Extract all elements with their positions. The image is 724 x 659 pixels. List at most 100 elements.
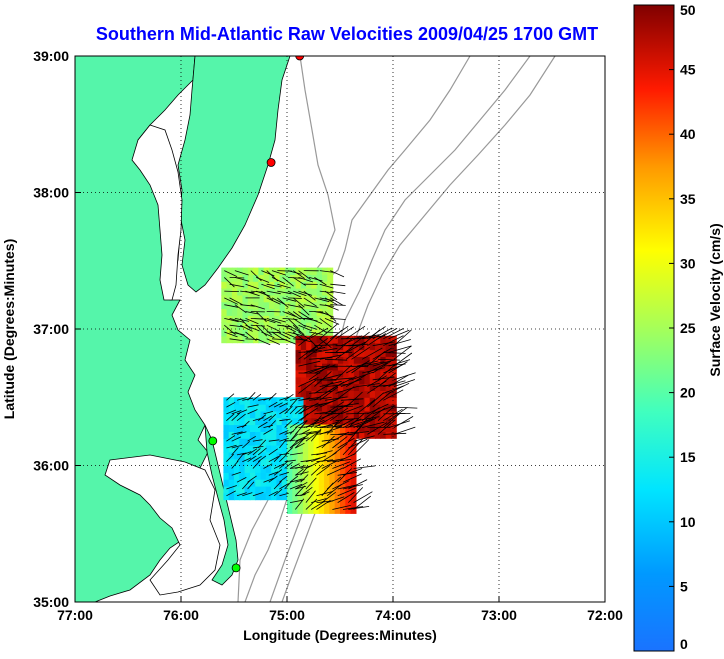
- velocity-cell: [364, 356, 371, 364]
- velocity-cell: [239, 479, 246, 487]
- velocity-arrow: [261, 283, 275, 290]
- velocity-cell: [263, 329, 270, 337]
- velocity-cell: [318, 431, 325, 439]
- velocity-cell: [390, 342, 397, 351]
- velocity-cell: [324, 458, 330, 467]
- velocity-cell: [340, 506, 346, 514]
- velocity-arrow: [353, 465, 376, 469]
- velocity-cell: [237, 315, 244, 323]
- velocity-cell: [247, 281, 254, 289]
- velocity-arrow: [351, 371, 374, 381]
- velocity-cell: [308, 438, 315, 446]
- velocity-cell: [359, 404, 365, 412]
- velocity-arrow: [314, 297, 330, 303]
- velocity-arrow: [229, 283, 245, 288]
- velocity-cell: [308, 445, 315, 453]
- velocity-cell: [237, 294, 244, 303]
- velocity-cell: [327, 397, 334, 405]
- velocity-arrow: [330, 377, 354, 381]
- velocity-cell: [300, 294, 307, 303]
- velocity-arrow: [279, 492, 289, 497]
- outer-banks: [204, 424, 239, 586]
- velocity-cell: [284, 329, 291, 337]
- velocity-cell: [316, 410, 323, 419]
- y-tick-label: 37:00: [33, 321, 69, 337]
- velocity-cell: [239, 404, 246, 412]
- velocity-cell: [340, 458, 346, 467]
- velocity-arrow: [226, 413, 235, 421]
- velocity-arrow: [289, 478, 303, 483]
- velocity-cell: [334, 445, 341, 453]
- velocity-cell: [329, 465, 336, 473]
- velocity-cell: [311, 410, 318, 419]
- velocity-arrow: [362, 421, 385, 428]
- velocity-arrow: [303, 402, 327, 408]
- velocity-cell: [390, 335, 397, 344]
- velocity-cell: [274, 294, 281, 303]
- velocity-arrow: [295, 485, 305, 497]
- velocity-cell: [244, 492, 251, 501]
- velocity-arrow: [337, 437, 355, 449]
- velocity-cell: [308, 465, 315, 473]
- velocity-cell: [329, 431, 336, 439]
- velocity-cell: [306, 410, 312, 419]
- velocity-cell: [300, 356, 307, 364]
- velocity-arrow: [321, 435, 335, 449]
- velocity-cell: [287, 417, 293, 426]
- velocity-cell: [234, 486, 240, 494]
- velocity-cell: [390, 363, 397, 371]
- velocity-arrow: [353, 418, 374, 428]
- velocity-arrow: [273, 463, 285, 469]
- velocity-cell: [313, 486, 320, 494]
- velocity-cell: [385, 335, 392, 344]
- velocity-cell: [324, 506, 330, 514]
- velocity-cell: [334, 472, 341, 480]
- velocity-arrow: [388, 345, 412, 353]
- velocity-arrow: [393, 426, 416, 435]
- x-tick-label: 75:00: [269, 607, 305, 623]
- velocity-cell: [231, 308, 238, 316]
- velocity-arrow: [342, 506, 364, 510]
- velocity-cell: [300, 383, 307, 391]
- velocity-cell: [292, 451, 299, 460]
- velocity-cell: [332, 417, 339, 426]
- velocity-cell: [375, 342, 381, 351]
- velocity-arrow: [308, 364, 331, 374]
- velocity-arrow: [377, 419, 396, 435]
- velocity-arrow: [289, 466, 303, 469]
- velocity-arrow: [252, 492, 264, 497]
- velocity-cell: [287, 424, 293, 432]
- velocity-arrow: [298, 407, 318, 422]
- velocity-cell: [295, 267, 302, 275]
- velocity-cell: [337, 404, 344, 412]
- velocity-cell: [276, 472, 283, 480]
- velocity-cell: [385, 417, 392, 426]
- velocity-cell: [318, 458, 325, 467]
- velocity-arrow: [310, 464, 324, 476]
- velocity-cell: [281, 472, 288, 480]
- velocity-cell: [281, 410, 288, 419]
- velocity-cell: [385, 342, 392, 351]
- velocity-arrow: [319, 338, 332, 349]
- velocity-arrow: [314, 277, 327, 286]
- velocity-arrow: [337, 492, 355, 503]
- velocity-cell: [316, 267, 323, 275]
- colorbar-tick-label: 20: [680, 385, 696, 401]
- velocity-cell: [345, 506, 352, 514]
- velocity-cell: [350, 486, 357, 494]
- colorbar-tick-label: 40: [680, 126, 696, 142]
- velocity-cell: [345, 451, 352, 460]
- velocity-cell: [281, 492, 288, 501]
- velocity-arrow: [236, 409, 248, 415]
- velocity-cell: [322, 335, 328, 344]
- velocity-arrow: [324, 290, 338, 301]
- velocity-arrow: [224, 290, 239, 292]
- velocity-arrow: [372, 341, 396, 347]
- velocity-cell: [300, 342, 307, 351]
- velocity-arrow: [367, 375, 387, 387]
- velocity-cell: [297, 431, 304, 439]
- velocity-arrow: [330, 270, 345, 278]
- velocity-arrow: [319, 323, 338, 340]
- velocity-arrow: [337, 418, 356, 428]
- velocity-cell: [308, 506, 315, 514]
